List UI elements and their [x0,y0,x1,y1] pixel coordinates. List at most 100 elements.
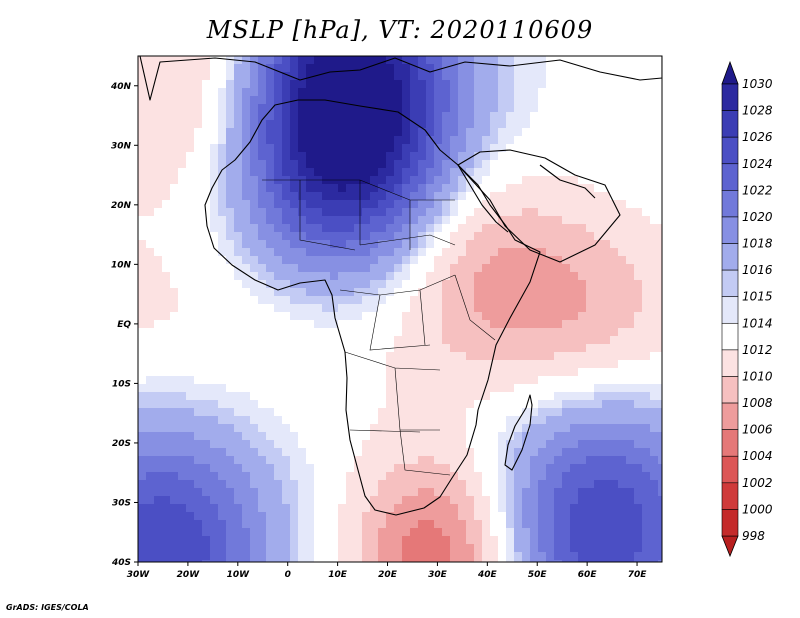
field-cell [370,352,379,361]
field-cell [354,320,363,329]
field-cell [562,312,571,321]
field-cell [538,120,547,129]
field-cell [474,560,483,562]
field-cell [442,456,451,465]
field-cell [418,112,427,121]
field-cell [162,160,171,169]
field-cell [402,512,411,521]
field-cell [554,456,563,465]
field-cell [282,112,291,121]
field-cell [258,320,267,329]
field-cell [658,208,662,217]
field-cell [522,344,531,353]
field-cell [322,520,331,529]
field-cell [618,528,627,537]
field-cell [402,544,411,553]
field-cell [498,168,507,177]
field-cell [266,296,275,305]
field-cell [586,296,595,305]
field-cell [370,360,379,369]
field-cell [538,440,547,449]
field-cell [634,360,643,369]
field-cell [634,488,643,497]
field-cell [458,560,467,562]
field-cell [554,288,563,297]
field-cell [466,176,475,185]
field-cell [250,440,259,449]
field-cell [386,280,395,289]
field-cell [314,232,323,241]
field-cell [290,384,299,393]
field-cell [226,416,235,425]
field-cell [306,112,315,121]
field-cell [298,312,307,321]
field-cell [266,216,275,225]
field-cell [314,320,323,329]
field-cell [482,56,491,65]
field-cell [418,536,427,545]
field-cell [354,552,363,561]
field-cell [650,344,659,353]
field-cell [306,184,315,193]
field-cell [474,240,483,249]
field-cell [250,128,259,137]
field-cell [498,528,507,537]
field-cell [642,88,651,97]
field-cell [202,520,211,529]
field-cell [602,304,611,313]
field-cell [322,360,331,369]
field-cell [554,488,563,497]
field-cell [482,160,491,169]
field-cell [442,56,451,65]
field-cell [138,472,147,481]
field-cell [402,424,411,433]
field-cell [330,376,339,385]
field-cell [226,480,235,489]
field-cell [570,240,579,249]
field-cell [546,112,555,121]
field-cell [154,528,163,537]
field-cell [514,328,523,337]
field-cell [402,368,411,377]
field-cell [354,184,363,193]
field-cell [306,504,315,513]
field-cell [466,336,475,345]
field-cell [450,112,459,121]
field-cell [218,320,227,329]
field-cell [458,64,467,73]
field-cell [346,328,355,337]
field-cell [138,232,147,241]
field-cell [562,536,571,545]
field-cell [146,72,155,81]
field-cell [330,128,339,137]
field-cell [546,472,555,481]
field-cell [186,216,195,225]
field-cell [186,552,195,561]
field-cell [202,160,211,169]
field-cell [498,488,507,497]
field-cell [538,552,547,561]
field-cell [562,200,571,209]
field-cell [626,200,635,209]
field-cell [610,304,619,313]
field-cell [434,480,443,489]
field-cell [530,256,539,265]
field-cell [370,448,379,457]
field-cell [562,440,571,449]
field-cell [386,416,395,425]
field-cell [458,184,467,193]
field-cell [474,384,483,393]
field-cell [386,520,395,529]
field-cell [490,80,499,89]
field-cell [394,80,403,89]
field-cell [210,120,219,129]
field-cell [330,440,339,449]
field-cell [538,536,547,545]
field-cell [298,392,307,401]
field-cell [418,176,427,185]
field-cell [330,64,339,73]
field-cell [482,440,491,449]
field-cell [282,296,291,305]
field-cell [354,472,363,481]
field-cell [170,336,179,345]
